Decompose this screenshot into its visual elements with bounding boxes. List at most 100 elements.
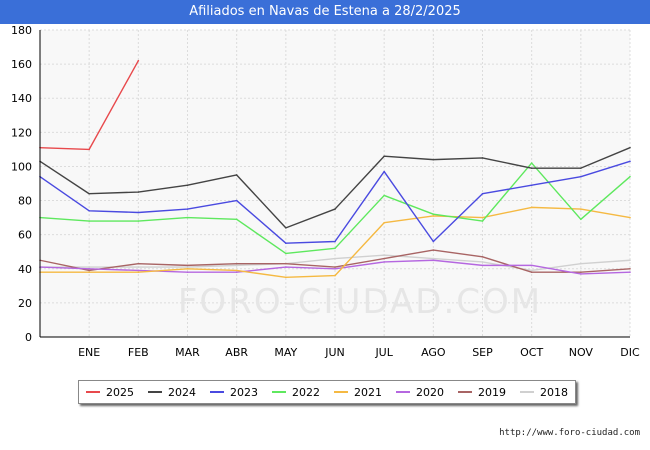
legend-label: 2022 [292, 385, 320, 399]
data-point [137, 269, 140, 272]
data-point [383, 170, 385, 173]
legend-swatch [210, 391, 224, 393]
x-tick-label: AGO [421, 346, 446, 359]
data-point [629, 259, 631, 262]
y-tick-label: 120 [11, 126, 32, 139]
data-point [186, 216, 189, 219]
data-point [432, 158, 435, 161]
data-point [432, 257, 435, 260]
data-point [432, 215, 435, 217]
data-point [580, 167, 582, 169]
data-point [580, 208, 582, 210]
data-point [137, 266, 140, 268]
series-2023 [39, 160, 631, 244]
legend-item-2024: 2024 [148, 386, 196, 399]
legend-swatch [334, 391, 348, 393]
x-tick-label: DIC [620, 346, 640, 359]
x-tick-label: FEB [128, 346, 149, 359]
series-2021 [39, 206, 631, 279]
data-point [137, 191, 140, 193]
data-point [334, 247, 336, 250]
legend: 2025 2024 2023 2022 2021 2020 2019 2018 [78, 380, 576, 404]
series-layer [39, 59, 631, 279]
data-point [137, 262, 140, 265]
data-point [235, 264, 238, 267]
data-point [580, 273, 582, 275]
y-tick-label: 160 [11, 58, 32, 71]
chart-title: Afiliados en Navas de Estena a 28/2/2025 [0, 0, 650, 24]
legend-item-2020: 2020 [396, 386, 444, 399]
x-tick-label: NOV [569, 346, 594, 359]
data-point [88, 209, 90, 212]
legend-swatch [458, 391, 472, 393]
x-tick-label: MAR [175, 346, 200, 359]
x-tick-label: JUL [374, 346, 393, 359]
data-point [285, 276, 287, 279]
data-point [481, 261, 484, 263]
y-tick-label: 40 [18, 263, 32, 276]
data-point [235, 174, 238, 176]
data-point [432, 213, 435, 215]
legend-item-2021: 2021 [334, 386, 382, 399]
data-point [235, 218, 238, 221]
data-point [481, 264, 484, 267]
data-point [629, 175, 631, 178]
data-point [334, 208, 336, 210]
data-point [530, 271, 533, 273]
data-point [629, 216, 631, 219]
data-point [530, 206, 533, 209]
data-point [334, 267, 336, 270]
data-point [137, 59, 140, 62]
legend-label: 2020 [416, 385, 444, 399]
grid [40, 29, 631, 338]
data-point [88, 192, 90, 195]
y-tick-label: 100 [11, 160, 32, 173]
data-point [481, 220, 484, 222]
data-point [186, 266, 189, 268]
legend-item-2019: 2019 [458, 386, 506, 399]
data-point [186, 271, 189, 273]
data-point [580, 175, 582, 178]
data-point [88, 266, 90, 268]
x-tick-label: MAY [274, 346, 297, 359]
data-point [334, 240, 336, 243]
x-tick-label: ENE [78, 346, 100, 359]
data-point [530, 162, 533, 164]
data-point [285, 262, 287, 265]
data-point [432, 240, 435, 243]
legend-item-2018: 2018 [520, 386, 568, 399]
data-point [383, 155, 385, 158]
y-tick-label: 20 [18, 297, 32, 310]
data-point [137, 220, 140, 222]
data-point [530, 167, 533, 169]
series-2020 [39, 259, 631, 275]
data-point [137, 211, 140, 214]
watermark-text: FORO-CIUDAD.COM [178, 282, 542, 322]
legend-label: 2019 [478, 385, 506, 399]
data-point [235, 269, 238, 272]
y-tick-label: 140 [11, 92, 32, 105]
data-point [235, 262, 238, 265]
data-point [137, 271, 140, 273]
data-point [629, 160, 631, 163]
data-point [530, 264, 533, 267]
data-point [334, 266, 336, 268]
legend-swatch [520, 391, 534, 393]
y-tick-label: 0 [25, 331, 32, 344]
x-tick-label: SEP [472, 346, 493, 359]
legend-label: 2024 [168, 385, 196, 399]
data-point [334, 274, 336, 277]
legend-label: 2025 [106, 385, 134, 399]
series-2019 [39, 249, 631, 273]
data-point [88, 267, 90, 270]
data-point [481, 256, 484, 258]
data-point [481, 216, 484, 219]
data-point [580, 218, 582, 221]
data-point [383, 254, 385, 256]
data-point [629, 267, 631, 270]
data-point [629, 146, 631, 149]
data-point [580, 262, 582, 265]
data-point [186, 264, 189, 267]
source-url: http://www.foro-ciudad.com [499, 428, 640, 438]
x-tick-label: ABR [225, 346, 248, 359]
